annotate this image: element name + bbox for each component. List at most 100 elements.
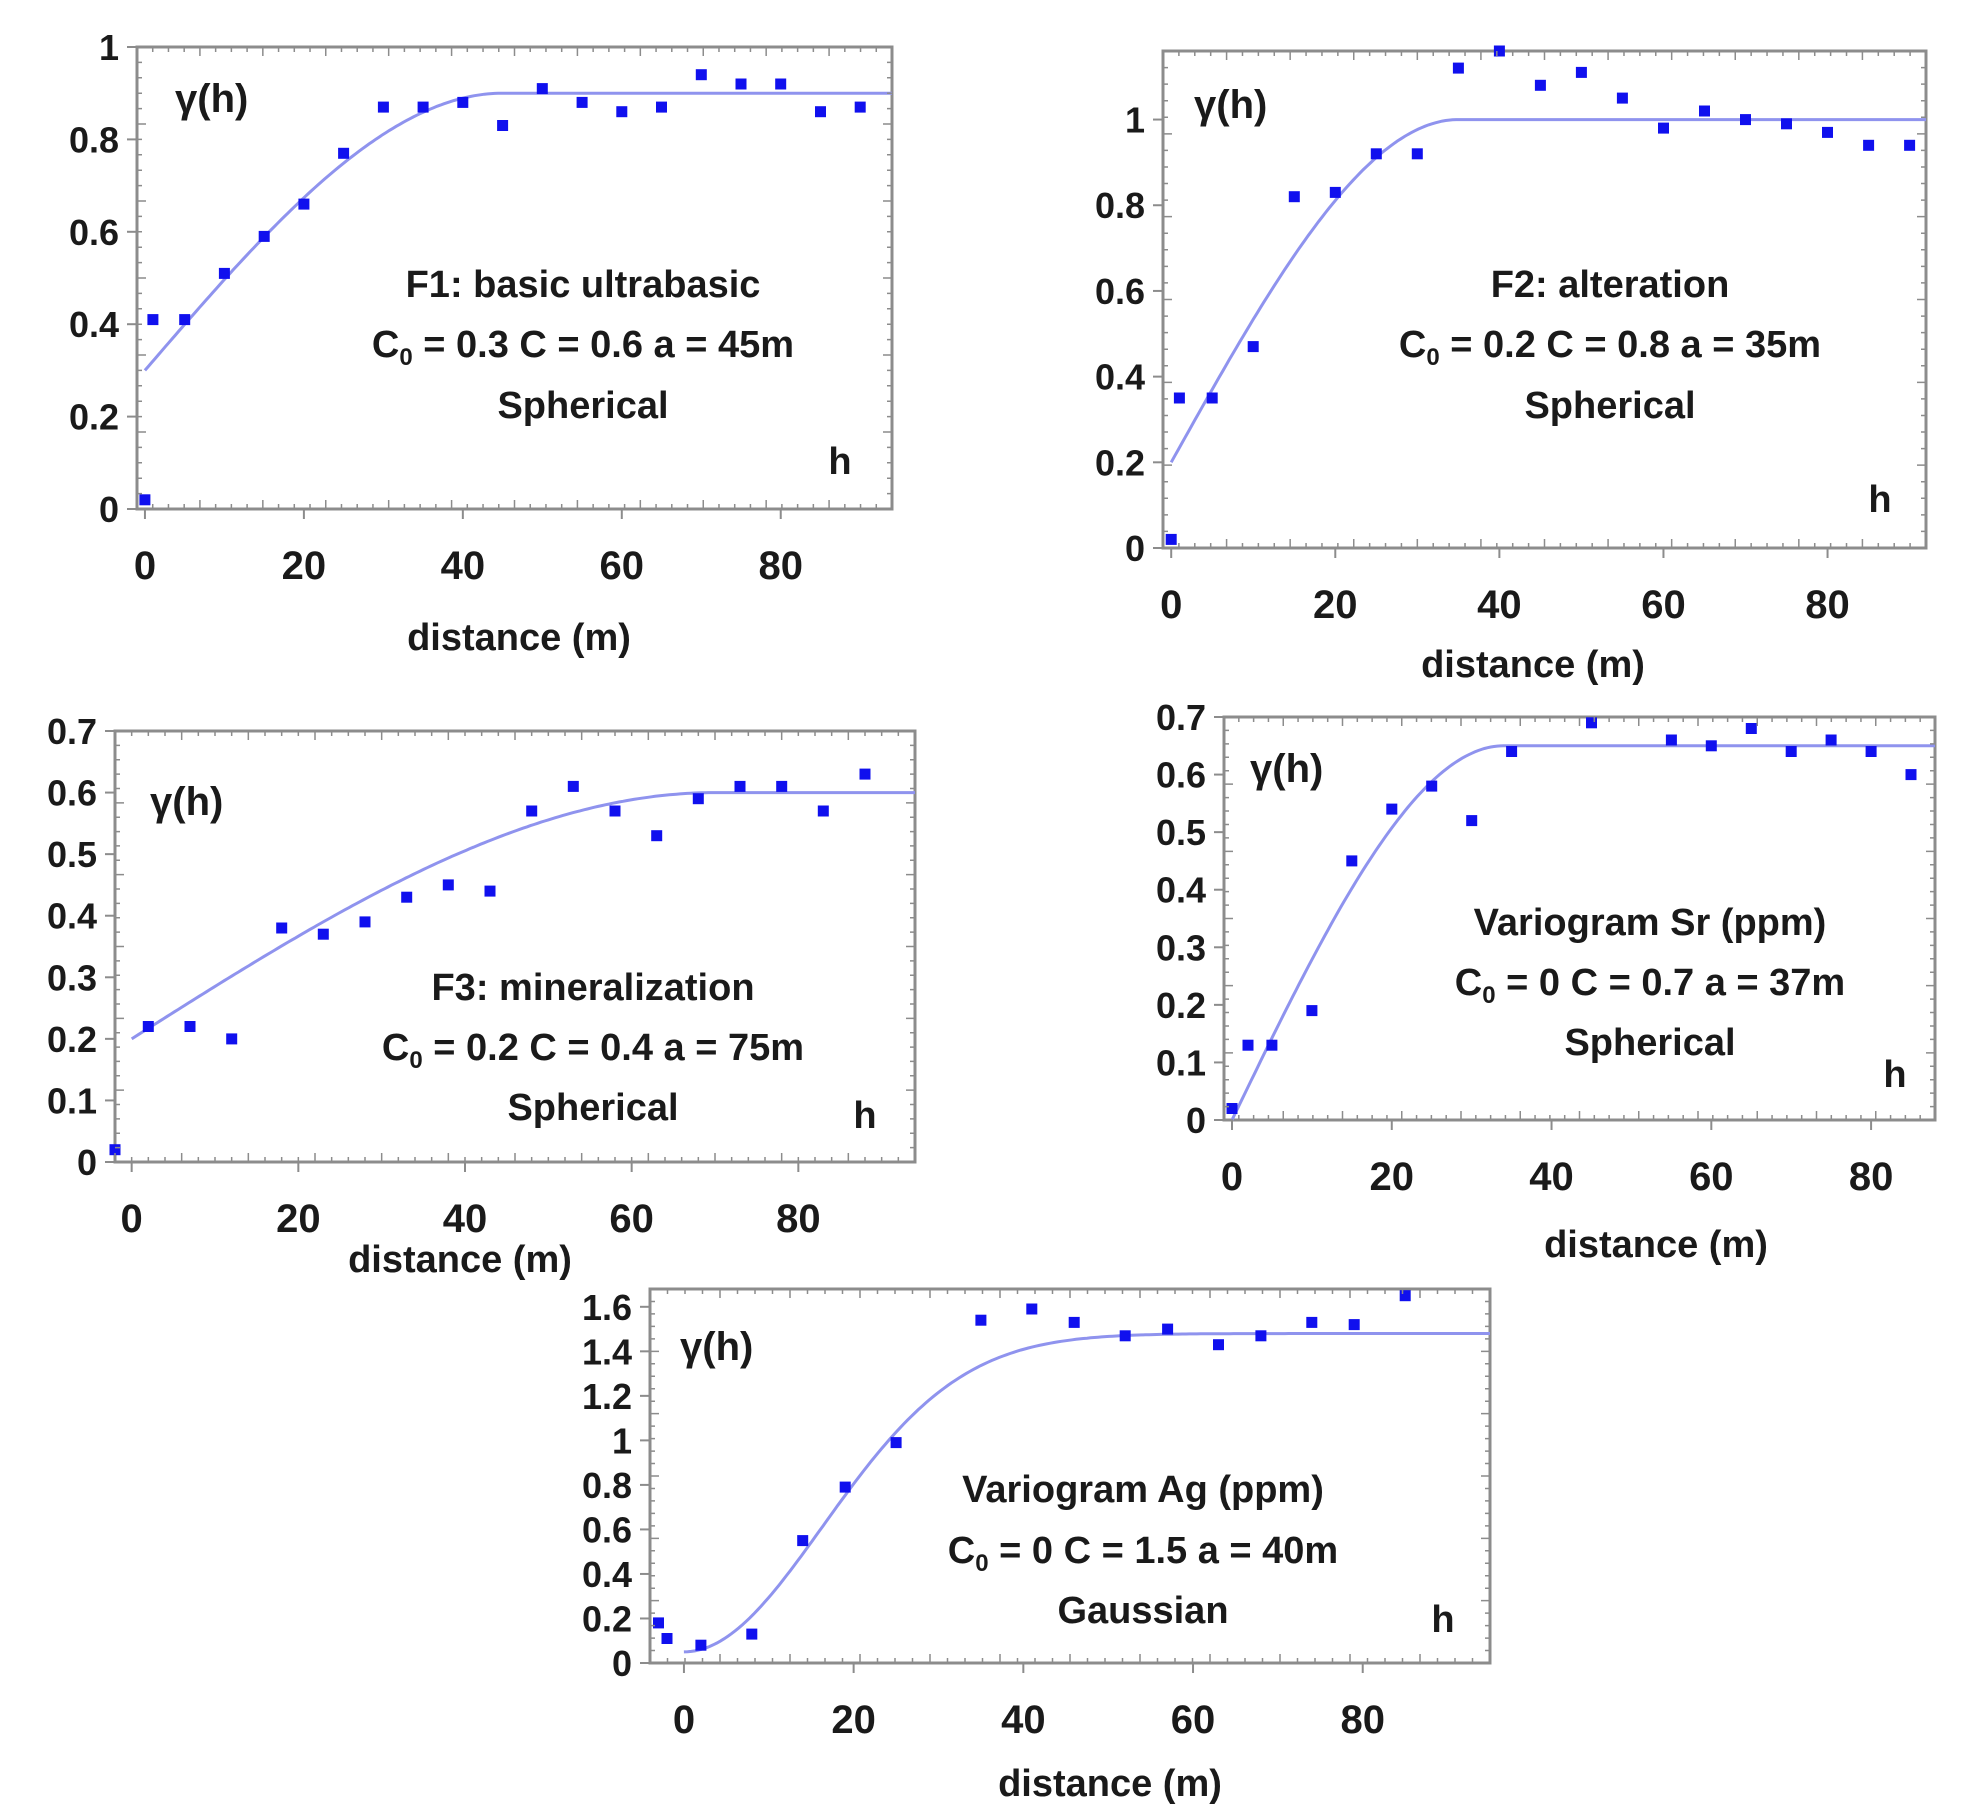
x-tick-label: 80 <box>776 1197 821 1241</box>
y-axis-label: γ(h) <box>1250 747 1323 791</box>
data-point <box>1165 533 1177 545</box>
h-label: h <box>828 441 851 483</box>
y-axis: 0 0.2 0.4 0.6 0.8 1 <box>69 27 137 530</box>
data-point <box>839 1481 851 1493</box>
data-point <box>1466 815 1478 827</box>
model-params: C0 = 0.3 C = 0.6 a = 45m <box>372 324 794 371</box>
x-tick-label: 60 <box>600 544 645 588</box>
data-point <box>609 805 621 817</box>
y-tick-label: 0.4 <box>47 896 97 937</box>
data-point <box>526 805 538 817</box>
y-tick-label: 1.2 <box>582 1376 632 1417</box>
frame-ticks <box>649 1288 1491 1664</box>
experimental-points <box>109 768 871 1156</box>
data-point <box>1119 1330 1131 1342</box>
data-point <box>1699 105 1710 117</box>
y-tick-label: 0.8 <box>582 1465 632 1506</box>
y-tick-label: 0.2 <box>47 1019 97 1060</box>
model-params: C0 = 0 C = 0.7 a = 37m <box>1455 962 1845 1009</box>
y-tick-label: 0.4 <box>1156 870 1206 911</box>
data-point <box>1213 1339 1224 1351</box>
data-point <box>1822 126 1833 138</box>
data-point <box>651 830 663 842</box>
y-tick-label: 0.6 <box>69 212 119 253</box>
data-point <box>1247 341 1259 353</box>
h-label: h <box>1868 479 1891 521</box>
data-point <box>417 101 429 113</box>
data-point <box>1370 148 1382 160</box>
frame-ticks <box>1223 716 1936 1121</box>
experimental-points <box>1165 45 1916 545</box>
x-tick-label: 20 <box>1313 583 1358 627</box>
data-point <box>1904 139 1916 151</box>
data-point <box>1399 1290 1411 1302</box>
data-point <box>276 922 288 934</box>
model-type: Gaussian <box>1057 1590 1228 1632</box>
data-point <box>147 314 159 326</box>
data-point <box>1781 118 1792 130</box>
x-tick-label: 20 <box>276 1197 321 1241</box>
data-point <box>567 780 579 792</box>
y-tick-label: 0 <box>99 489 119 530</box>
h-label: h <box>1431 1599 1454 1641</box>
data-point <box>179 314 191 326</box>
y-axis: 0 0.1 0.2 0.3 0.4 0.5 0.6 0.7 <box>47 711 115 1183</box>
data-point <box>1785 746 1797 757</box>
data-point <box>1705 740 1717 752</box>
data-point <box>616 106 628 118</box>
data-point <box>377 101 389 113</box>
chart-title: F3: mineralization <box>431 967 754 1009</box>
data-point <box>218 267 230 279</box>
data-point <box>1506 746 1518 757</box>
data-point <box>1745 723 1757 734</box>
h-label: h <box>1883 1054 1906 1096</box>
data-point <box>661 1633 673 1644</box>
data-point <box>817 805 829 817</box>
data-point <box>258 230 270 242</box>
data-point <box>1534 79 1546 91</box>
panel-f2: 0 0.2 0.4 0.6 0.8 1 0 20 40 60 80 γ(h) F2: altera… <box>1095 45 1928 686</box>
experimental-points <box>1226 717 1917 1114</box>
data-point <box>1348 1319 1360 1331</box>
x-tick-label: 40 <box>441 544 486 588</box>
y-tick-label: 0.1 <box>1156 1042 1206 1083</box>
x-axis: 0 20 40 60 80 <box>1160 548 1850 627</box>
y-tick-label: 0.1 <box>47 1080 97 1121</box>
x-axis-label: distance (m) <box>407 617 631 659</box>
y-tick-label: 0.6 <box>47 773 97 814</box>
data-point <box>359 916 371 928</box>
chart-title: Variogram Ag (ppm) <box>962 1469 1324 1511</box>
x-axis: 0 20 40 60 80 <box>121 1162 821 1241</box>
data-point <box>1452 62 1464 74</box>
model-type: Spherical <box>1564 1022 1735 1064</box>
y-tick-label: 0.6 <box>1156 755 1206 796</box>
chart-title: F1: basic ultrabasic <box>406 264 761 306</box>
y-tick-label: 1 <box>1125 100 1145 141</box>
data-point <box>1386 803 1398 815</box>
y-tick-label: 0.4 <box>582 1554 632 1595</box>
data-point <box>401 891 413 903</box>
model-type: Spherical <box>1524 385 1695 427</box>
x-tick-label: 0 <box>121 1197 143 1241</box>
data-point <box>1306 1316 1318 1328</box>
data-point <box>775 78 787 90</box>
x-tick-label: 0 <box>134 544 156 588</box>
x-tick-label: 60 <box>1641 583 1686 627</box>
y-tick-label: 0.5 <box>1156 812 1206 853</box>
panel-f3: 0 0.1 0.2 0.3 0.4 0.5 0.6 0.7 0 20 40 60 80 γ(h) F3… <box>47 711 917 1281</box>
x-tick-label: 60 <box>1171 1698 1216 1742</box>
data-point <box>298 198 310 210</box>
y-axis-label: γ(h) <box>175 77 248 121</box>
x-tick-label: 40 <box>443 1197 488 1241</box>
model-type: Spherical <box>497 385 668 427</box>
data-point <box>139 494 151 506</box>
frame-ticks <box>136 46 893 510</box>
x-tick-label: 60 <box>1689 1155 1734 1199</box>
data-point <box>1206 392 1218 404</box>
y-tick-label: 1.6 <box>582 1287 632 1328</box>
panel-f1: 0 0.2 0.4 0.6 0.8 1 0 20 40 60 80 γ(h) F1: basic … <box>69 27 894 659</box>
y-tick-label: 0.4 <box>69 304 119 345</box>
frame-ticks <box>114 730 916 1163</box>
data-point <box>692 793 704 805</box>
data-point <box>1346 855 1358 867</box>
